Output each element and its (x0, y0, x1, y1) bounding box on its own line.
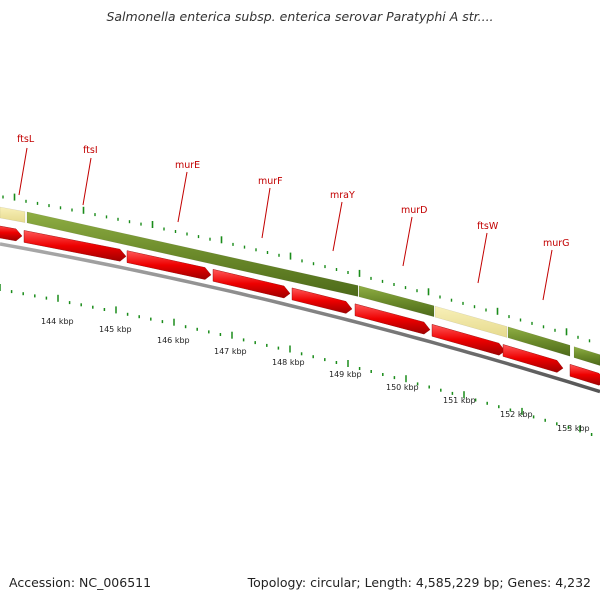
gene-label-layer: ftsL ftsI murE murF mraY murD ftsW murG (17, 134, 570, 301)
scale-label-layer: 144 kbp 145 kbp 146 kbp 147 kbp 148 kbp … (41, 317, 590, 433)
gene-arrow (23, 230, 127, 262)
gene-arrow (126, 250, 212, 280)
gene-arrow (212, 269, 291, 299)
gene-arrow (291, 287, 353, 314)
gene-label-ftsI: ftsI (83, 145, 98, 156)
backbone-segment (573, 346, 600, 366)
backbone-segment (26, 211, 359, 297)
sequence-axis-line (0, 242, 600, 394)
gene-leader-line (82, 157, 92, 206)
gene-leader-line (261, 187, 271, 239)
gene-label-mraY: mraY (330, 190, 355, 201)
gene-label-murD: murD (401, 205, 428, 216)
feature-backbone-track (0, 206, 600, 366)
gene-arrow (0, 225, 23, 242)
backbone-segment (0, 206, 26, 223)
gene-label-murG: murG (543, 238, 570, 249)
scale-tick-track (0, 284, 593, 436)
backbone-segment (358, 285, 435, 318)
topology-summary: Topology: circular; Length: 4,585,229 bp… (247, 575, 591, 590)
gene-leader-line (542, 249, 553, 301)
kbp-label: 145 kbp (99, 325, 132, 334)
kbp-label: 151 kbp (443, 396, 476, 405)
accession-label: Accession: NC_006511 (9, 575, 152, 590)
backbone-segment (434, 305, 508, 338)
gene-label-murE: murE (175, 160, 200, 171)
kbp-label: 144 kbp (41, 317, 74, 326)
gene-leader-line (332, 201, 343, 252)
kbp-label: 149 kbp (329, 370, 362, 379)
gene-leader-line (18, 147, 28, 196)
kbp-label: 150 kbp (386, 383, 419, 392)
gene-arrow (569, 364, 600, 386)
kbp-label: 148 kbp (272, 358, 305, 367)
kbp-label: 146 kbp (157, 336, 190, 345)
backbone-segment (507, 326, 571, 357)
gene-leader-line (177, 171, 188, 223)
gene-leader-line (477, 232, 488, 284)
axis-line (0, 242, 600, 394)
gene-label-ftsW: ftsW (477, 221, 499, 232)
gene-label-murF: murF (258, 176, 283, 187)
kbp-label: 153 kbp (557, 424, 590, 433)
gene-leader-line (402, 216, 413, 267)
gene-arrow (431, 324, 506, 356)
map-title: Salmonella enterica subsp. enterica sero… (106, 9, 494, 24)
kbp-label: 147 kbp (214, 347, 247, 356)
gene-arrow-track (0, 225, 600, 386)
outer-tick-track (2, 193, 591, 343)
gene-arrow (502, 344, 564, 373)
kbp-label: 152 kbp (500, 410, 533, 419)
gene-arrow (354, 303, 431, 335)
gene-label-ftsL: ftsL (17, 134, 35, 145)
